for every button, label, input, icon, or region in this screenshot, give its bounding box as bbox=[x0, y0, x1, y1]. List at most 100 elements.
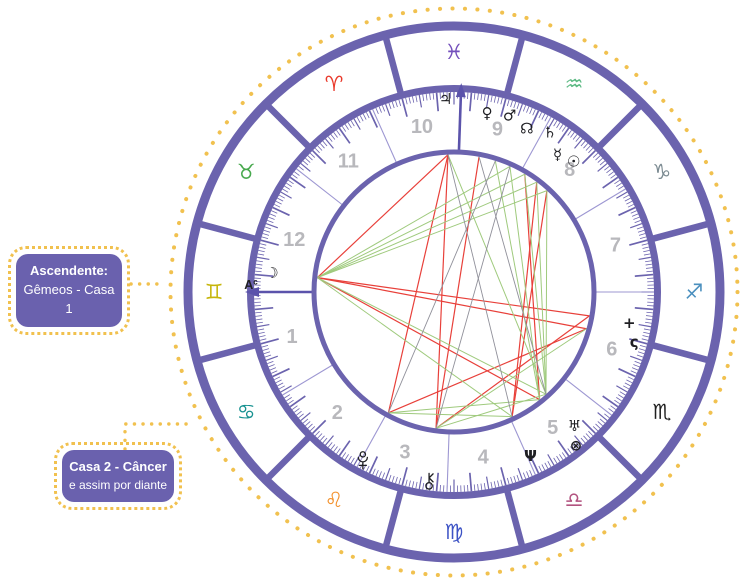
sign-boundary-spoke bbox=[382, 37, 405, 96]
planet-neptune-glyph: Ψ bbox=[524, 447, 537, 465]
aspect-juno-chiron bbox=[435, 315, 590, 429]
sign-boundary-spoke bbox=[382, 488, 405, 547]
sign-pisces-glyph: ♓ bbox=[445, 40, 464, 64]
house-cusp-line-9 bbox=[521, 116, 552, 170]
aspect-chiron-uranus bbox=[435, 393, 547, 429]
planet-venus-glyph: ♀ bbox=[482, 104, 493, 122]
planet-moon-glyph: ☽ bbox=[265, 264, 278, 282]
aspect-jupiter-pluto bbox=[387, 154, 449, 413]
sign-boundary-spoke bbox=[503, 37, 526, 96]
house-number-4: 4 bbox=[478, 446, 490, 468]
aspect-ceres-pluto bbox=[388, 328, 587, 414]
ascendant-ac-label: Ac bbox=[244, 278, 258, 293]
house-cusp-line-5 bbox=[510, 420, 536, 475]
house-number-10: 10 bbox=[411, 116, 433, 138]
house-number-1: 1 bbox=[287, 326, 298, 348]
aspect-jupiter-chiron bbox=[435, 154, 449, 429]
house-number-12: 12 bbox=[283, 229, 305, 251]
planet-uranus-glyph: ♅ bbox=[568, 417, 581, 435]
house-cusp-line-3 bbox=[356, 414, 387, 468]
house2-callout-box: Casa 2 - Câncer e assim por diante bbox=[62, 450, 174, 503]
inner-circle bbox=[311, 149, 597, 435]
aspect-sun-uranus bbox=[545, 190, 548, 395]
house2-callout: Casa 2 - Câncer e assim por diante bbox=[54, 442, 182, 511]
aspect-pluto-fortune bbox=[388, 399, 540, 414]
aspect-moon-jupiter bbox=[316, 154, 449, 279]
house-number-11: 11 bbox=[338, 150, 359, 172]
house-cusp-line-11 bbox=[372, 109, 398, 164]
aspect-pluto-neptune bbox=[388, 412, 513, 418]
aspect-moon-uranus bbox=[317, 277, 547, 395]
sign-boundary-spoke bbox=[650, 341, 709, 364]
aspect-sun-neptune bbox=[511, 190, 548, 417]
planet-jupiter-glyph: ♃ bbox=[439, 90, 452, 108]
planet-chiron-glyph bbox=[425, 472, 434, 490]
house-number-3: 3 bbox=[399, 442, 410, 464]
house-cusp-line-8 bbox=[574, 188, 626, 221]
sign-aries-glyph: ♈ bbox=[325, 72, 344, 96]
callout-title: Casa 2 - Câncer bbox=[69, 459, 167, 474]
aspect-chiron-ceres bbox=[435, 328, 587, 429]
house-number-5: 5 bbox=[547, 417, 558, 439]
planet-fortune-glyph: ⊗ bbox=[570, 436, 583, 454]
house-number-8: 8 bbox=[564, 159, 575, 181]
planet-saturn-glyph: ♄ bbox=[543, 124, 556, 142]
sign-capricorn-glyph: ♑ bbox=[652, 160, 671, 184]
planet-mars-glyph: ♂ bbox=[503, 107, 516, 125]
aspect-venus-chiron bbox=[435, 156, 480, 429]
aspect-jupiter-uranus bbox=[447, 154, 547, 395]
ascendant-callout-box: Ascendente: Gêmeos - Casa 1 bbox=[16, 254, 122, 327]
aspect-moon-sun bbox=[317, 190, 548, 279]
sign-boundary-spoke bbox=[650, 220, 709, 243]
planet-juno-glyph: + bbox=[623, 314, 636, 332]
sign-boundary-spoke bbox=[199, 220, 258, 243]
aspect-mars-pluto bbox=[387, 160, 496, 414]
planet-mercury-glyph: ☿ bbox=[553, 146, 562, 164]
sign-boundary-spoke bbox=[503, 488, 526, 547]
outer-ring bbox=[183, 21, 725, 563]
aspect-moon-north-node bbox=[317, 165, 511, 279]
house-number-7: 7 bbox=[610, 235, 621, 257]
aspect-moon-mercury bbox=[317, 181, 537, 279]
ascendant-callout: Ascendente: Gêmeos - Casa 1 bbox=[8, 246, 130, 335]
aspect-moon-ceres bbox=[317, 277, 587, 330]
midheaven-arrow bbox=[455, 83, 466, 153]
aspect-north-node-chiron bbox=[435, 166, 511, 429]
sign-boundary-spoke bbox=[266, 104, 313, 151]
sign-libra-glyph: ♎ bbox=[565, 488, 584, 512]
sign-scorpio-glyph: ♏ bbox=[652, 400, 671, 424]
aspect-moon-neptune bbox=[316, 277, 513, 418]
planet-sun-glyph: ☉ bbox=[567, 153, 580, 171]
aspect-mercury-neptune bbox=[511, 182, 538, 417]
planet-north-node-glyph: ☊ bbox=[520, 119, 533, 137]
house-cusp-line-2 bbox=[282, 363, 334, 396]
aspect-moon-saturn bbox=[317, 173, 526, 279]
sign-boundary-spoke bbox=[266, 433, 313, 480]
sign-gemini-glyph: ♊ bbox=[205, 280, 224, 304]
house2-connector bbox=[123, 422, 189, 451]
aspect-mercury-uranus bbox=[536, 182, 547, 395]
sign-boundary-spoke bbox=[595, 433, 642, 480]
callout-title: Ascendente: bbox=[29, 263, 109, 278]
aspect-jupiter-neptune bbox=[447, 154, 513, 417]
sign-sagittarius-glyph: ♐ bbox=[685, 280, 704, 304]
callout-subtitle: Gêmeos - Casa 1 bbox=[23, 281, 115, 316]
house-number-2: 2 bbox=[332, 402, 343, 424]
dotted-border-circle bbox=[168, 6, 740, 578]
planet-ceres-glyph: ς bbox=[630, 333, 639, 351]
sign-boundary-spokes bbox=[199, 37, 709, 547]
sign-virgo-glyph: ♍ bbox=[445, 520, 464, 544]
sign-taurus-glyph: ♉ bbox=[237, 160, 256, 184]
sign-boundary-spoke bbox=[595, 104, 642, 151]
sign-aquarius-glyph: ♒ bbox=[565, 72, 584, 96]
aspect-moon-juno bbox=[317, 277, 590, 317]
callout-subtitle: e assim por diante bbox=[68, 477, 168, 492]
ascendant-arrow bbox=[245, 287, 314, 297]
aspect-venus-uranus bbox=[478, 156, 547, 395]
house-cusp-line-12 bbox=[296, 168, 344, 206]
planet-pluto-glyph bbox=[357, 451, 369, 470]
aspect-north-node-fortune bbox=[509, 166, 541, 400]
sign-leo-glyph: ♌ bbox=[325, 488, 344, 512]
